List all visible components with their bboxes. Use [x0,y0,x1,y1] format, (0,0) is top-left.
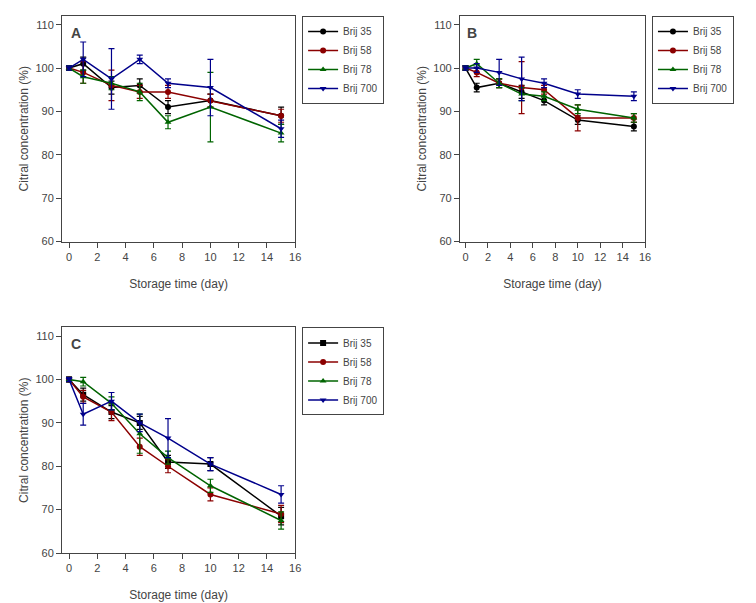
svg-text:2: 2 [485,251,491,263]
svg-text:Brij 700: Brij 700 [343,395,377,406]
svg-text:Citral concentration (%): Citral concentration (%) [415,66,429,191]
svg-text:14: 14 [261,562,273,574]
svg-text:4: 4 [507,251,513,263]
svg-text:Storage time (day): Storage time (day) [129,277,228,291]
svg-text:70: 70 [42,503,54,515]
svg-text:8: 8 [179,251,185,263]
svg-text:10: 10 [204,251,216,263]
svg-text:100: 100 [433,62,451,74]
svg-text:10: 10 [204,562,216,574]
svg-text:2: 2 [94,251,100,263]
svg-text:90: 90 [439,105,451,117]
svg-text:16: 16 [639,251,651,263]
svg-text:Brij 700: Brij 700 [343,83,377,94]
svg-text:Brij 35: Brij 35 [343,26,372,37]
svg-text:110: 110 [36,19,54,31]
svg-text:16: 16 [289,251,301,263]
svg-text:8: 8 [552,251,558,263]
svg-text:Brij 58: Brij 58 [343,45,372,56]
svg-text:6: 6 [530,251,536,263]
svg-text:Citral concentration (%): Citral concentration (%) [17,378,31,503]
svg-text:Storage time (day): Storage time (day) [503,277,602,291]
svg-text:10: 10 [572,251,584,263]
svg-text:A: A [71,25,81,41]
svg-text:110: 110 [434,19,452,31]
svg-text:100: 100 [35,62,53,74]
svg-text:Brij 58: Brij 58 [693,45,722,56]
svg-text:4: 4 [123,251,129,263]
svg-text:60: 60 [42,235,54,247]
svg-text:0: 0 [66,562,72,574]
svg-text:110: 110 [36,330,54,342]
svg-text:60: 60 [439,235,451,247]
svg-text:Brij 58: Brij 58 [343,357,372,368]
svg-text:60: 60 [42,547,54,559]
svg-text:8: 8 [179,562,185,574]
svg-text:Citral concentration (%): Citral concentration (%) [17,66,31,191]
svg-text:12: 12 [594,251,606,263]
svg-text:70: 70 [42,192,54,204]
svg-text:14: 14 [261,251,273,263]
svg-text:0: 0 [462,251,468,263]
svg-text:Brij 78: Brij 78 [343,376,372,387]
svg-text:16: 16 [289,562,301,574]
svg-text:14: 14 [617,251,629,263]
svg-text:100: 100 [35,373,53,385]
svg-text:80: 80 [439,149,451,161]
svg-text:0: 0 [66,251,72,263]
svg-text:Brij 35: Brij 35 [343,338,372,349]
svg-text:6: 6 [151,251,157,263]
svg-text:Brij 35: Brij 35 [693,26,722,37]
svg-text:2: 2 [94,562,100,574]
svg-text:80: 80 [42,460,54,472]
svg-text:Brij 78: Brij 78 [343,64,372,75]
svg-text:80: 80 [42,149,54,161]
svg-text:12: 12 [233,251,245,263]
svg-text:6: 6 [151,562,157,574]
svg-text:C: C [71,336,81,352]
svg-text:12: 12 [233,562,245,574]
svg-text:90: 90 [42,105,54,117]
svg-text:Brij 700: Brij 700 [693,83,727,94]
svg-text:4: 4 [123,562,129,574]
svg-text:70: 70 [439,192,451,204]
svg-text:B: B [467,25,477,41]
svg-text:Brij 78: Brij 78 [693,64,722,75]
svg-text:Storage time (day): Storage time (day) [129,588,228,602]
svg-text:90: 90 [42,417,54,429]
